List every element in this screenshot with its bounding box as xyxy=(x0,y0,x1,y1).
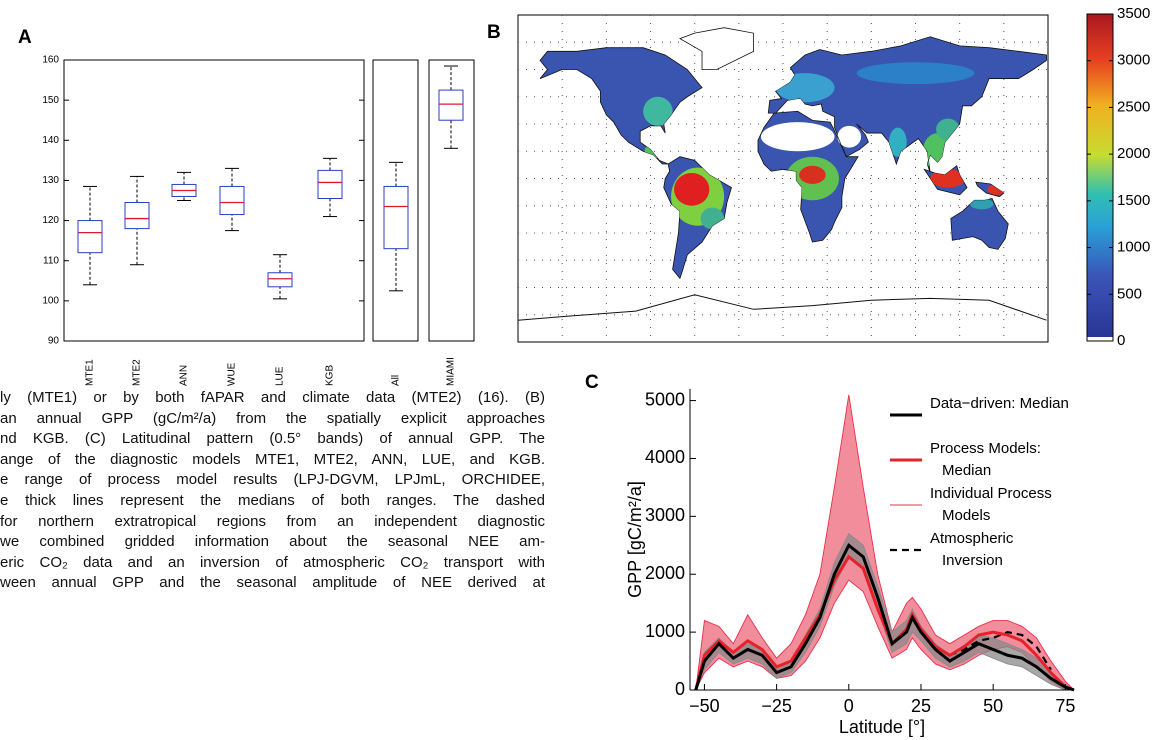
range-band xyxy=(695,533,1074,690)
y-tick-label: 3000 xyxy=(645,505,685,525)
colorbar xyxy=(1086,13,1114,342)
colorbar-tick-label: 2000 xyxy=(1117,145,1150,162)
y-tick-label: 140 xyxy=(42,135,59,146)
y-tick-label: 1000 xyxy=(645,621,685,641)
legend-label: Process Models: Median xyxy=(930,440,1041,479)
greenland xyxy=(679,27,754,70)
panel-label: B xyxy=(487,22,501,43)
x-tick-label: 50 xyxy=(983,696,1003,716)
vegetation-zone xyxy=(760,122,835,152)
x-tick-label: LUE xyxy=(275,366,286,386)
colorbar-tick-label: 0 xyxy=(1117,332,1125,349)
axes-frame xyxy=(428,59,475,342)
legend-label: Atmospheric Inversion xyxy=(930,530,1014,569)
x-tick-label: 75 xyxy=(1055,696,1075,716)
colorbar-tick-label: 3500 xyxy=(1117,5,1150,22)
x-tick-label: −50 xyxy=(689,696,720,716)
axes-frame xyxy=(63,59,365,342)
axes-frame xyxy=(372,59,419,342)
caption-line: for northern extratropical regions from … xyxy=(0,512,545,530)
vegetation-zone xyxy=(799,165,826,184)
y-tick-label: 120 xyxy=(42,215,59,226)
vegetation-zone xyxy=(969,198,994,210)
vegetation-zone xyxy=(930,169,966,188)
caption-line: ly (MTE1) or by both fAPAR and climate d… xyxy=(0,389,545,406)
box xyxy=(219,185,245,216)
y-tick-label: 5000 xyxy=(645,389,685,409)
y-tick-label: 160 xyxy=(42,55,59,66)
map xyxy=(517,14,1049,343)
caption-line: an annual GPP (gC/m²/a) from the spatial… xyxy=(0,409,545,427)
panel-label: C xyxy=(585,372,599,393)
caption-line: nd KGB. (C) Latitudinal pattern (0.5° ba… xyxy=(0,430,545,448)
x-tick-label: −25 xyxy=(761,696,792,716)
y-tick-label: 90 xyxy=(48,336,60,347)
x-tick-label: KGB xyxy=(325,365,336,386)
colorbar-tick-label: 2500 xyxy=(1117,98,1150,115)
x-tick-label: MTE2 xyxy=(132,359,143,386)
y-tick-label: 150 xyxy=(42,95,59,106)
vegetation-zone xyxy=(856,62,975,85)
y-axis-label: GPP [gC/m²/a] xyxy=(625,481,645,598)
colorbar-tick-label: 3000 xyxy=(1117,52,1150,69)
vegetation-zone xyxy=(674,173,710,206)
legend-label: Data−driven: Median xyxy=(930,395,1069,412)
y-tick-label: 110 xyxy=(43,255,59,266)
y-tick-label: 130 xyxy=(42,175,59,186)
x-tick-label: ANN xyxy=(179,365,190,386)
y-tick-label: 4000 xyxy=(645,447,685,467)
caption-line: eric CO₂ data and an inversion of atmosp… xyxy=(0,553,545,571)
x-tick-label: MTE1 xyxy=(85,359,96,386)
colorbar-tick-label: 1500 xyxy=(1117,192,1150,209)
box xyxy=(267,272,293,288)
box xyxy=(383,185,409,250)
panel-label: A xyxy=(18,27,32,48)
x-tick-label: 0 xyxy=(844,696,854,716)
antarctica-coast xyxy=(517,294,1047,321)
x-tick-label: All xyxy=(391,375,402,386)
vegetation-zone xyxy=(643,96,673,126)
colorbar-tick-label: 500 xyxy=(1117,285,1142,302)
x-tick-label: WUE xyxy=(227,362,238,386)
series-line xyxy=(694,542,1075,692)
y-tick-label: 100 xyxy=(42,295,59,306)
y-tick-label: 0 xyxy=(675,679,685,699)
caption-line: ange of the diagnostic models MTE1, MTE2… xyxy=(0,450,545,468)
x-tick-label: MIAMI xyxy=(446,357,457,386)
caption-line: ween annual GPP and the seasonal amplitu… xyxy=(0,574,545,592)
caption-line: we combined gridded information about th… xyxy=(0,533,545,551)
box xyxy=(317,169,343,199)
vegetation-zone xyxy=(837,125,862,148)
caption-line: e thick lines represent the medians of b… xyxy=(0,492,545,509)
box xyxy=(438,89,464,121)
colorbar-tick-label: 1000 xyxy=(1117,239,1150,256)
y-tick-label: 2000 xyxy=(645,563,685,583)
vegetation-zone xyxy=(889,127,907,157)
range-edge xyxy=(695,556,1074,691)
caption-line: e range of process model results (LPJ-DG… xyxy=(0,471,545,489)
legend-label: Individual Process Models xyxy=(930,485,1052,524)
box xyxy=(77,220,103,254)
x-tick-label: 25 xyxy=(911,696,931,716)
box xyxy=(124,202,150,230)
x-axis-label: Latitude [°] xyxy=(839,717,925,737)
